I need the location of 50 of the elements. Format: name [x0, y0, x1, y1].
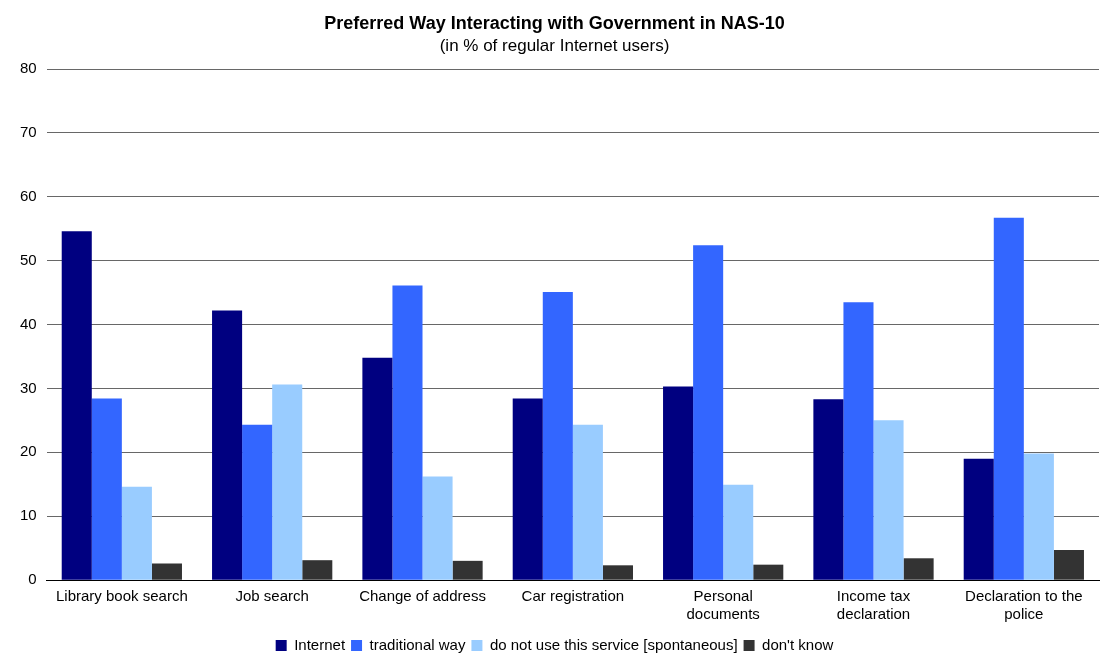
- bar: [512, 398, 543, 580]
- bar: [1053, 549, 1084, 580]
- bar: [242, 424, 273, 580]
- y-tick-label: 40: [20, 314, 37, 332]
- x-tick-label: Personal documents: [686, 587, 760, 623]
- x-tick-label: Change of address: [359, 587, 486, 605]
- y-tick-label: 60: [20, 186, 37, 204]
- bar: [422, 476, 453, 580]
- bar: [61, 231, 92, 580]
- bar: [151, 563, 182, 580]
- x-tick-label: Car registration: [521, 587, 625, 605]
- bar: [843, 302, 874, 580]
- bar: [903, 558, 934, 580]
- bar: [693, 245, 724, 580]
- y-tick-label: 50: [20, 250, 37, 268]
- bar: [753, 564, 784, 580]
- y-tick-label: 20: [20, 442, 37, 460]
- legend-label: don't know: [762, 635, 834, 653]
- bar: [91, 398, 122, 580]
- bar: [572, 424, 603, 580]
- y-tick-label: 80: [20, 59, 37, 77]
- legend-label: traditional way: [369, 635, 466, 653]
- legend-label: do not use this service [spontaneous]: [489, 635, 738, 653]
- bar: [663, 386, 694, 580]
- bar: [542, 291, 573, 580]
- bar: [362, 357, 393, 580]
- x-tick-label: Job search: [235, 587, 309, 605]
- chart-subtitle: (in % of regular Internet users): [439, 36, 670, 56]
- bar: [452, 560, 483, 580]
- bar: [272, 384, 303, 580]
- y-tick-label: 30: [20, 378, 37, 396]
- bar: [873, 420, 904, 580]
- legend-label: Internet: [294, 635, 346, 653]
- bar: [813, 399, 844, 580]
- chart-title: Preferred Way Interacting with Government in NAS-10: [324, 12, 785, 33]
- y-tick-label: 70: [20, 123, 37, 141]
- bar: [993, 217, 1024, 580]
- bar: [963, 458, 994, 580]
- x-tick-label: Income tax declaration: [836, 587, 911, 623]
- bar: [121, 486, 152, 580]
- x-tick-label: Declaration to the police: [965, 587, 1083, 623]
- bar: [723, 484, 754, 580]
- bar: [392, 285, 423, 580]
- y-tick-label: 10: [20, 506, 37, 524]
- y-tick-label: 0: [28, 570, 37, 588]
- bar: [212, 310, 243, 580]
- bar: [1023, 453, 1054, 580]
- bar: [302, 560, 333, 580]
- x-tick-label: Library book search: [55, 587, 188, 605]
- bar: [602, 565, 633, 580]
